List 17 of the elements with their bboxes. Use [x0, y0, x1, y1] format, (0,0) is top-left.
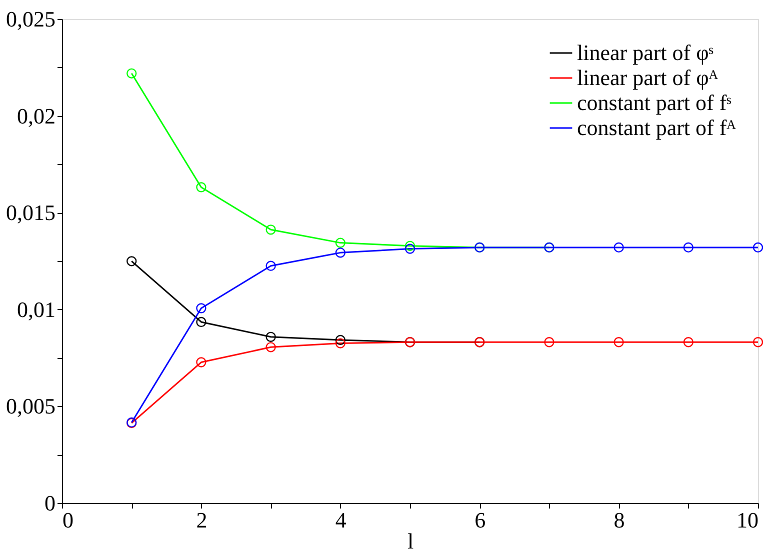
x-tick-label: 0	[62, 508, 74, 532]
x-axis-title: l	[407, 528, 414, 554]
x-tick-label: 4	[335, 508, 346, 532]
y-tick-label: 0,005	[6, 394, 56, 419]
x-tick-label: 6	[474, 508, 486, 532]
y-tick-label: 0	[44, 490, 56, 516]
legend-label: linear part of φᴬ	[577, 65, 719, 90]
y-tick-label: 0,02	[17, 103, 56, 128]
x-tick-label: 10	[736, 508, 758, 532]
x-tick-label: 2	[196, 508, 208, 532]
x-tick-label: 8	[614, 508, 625, 532]
legend-label: constant part of fˢ	[577, 90, 732, 115]
legend-label: constant part of fᴬ	[577, 115, 737, 140]
y-tick-label: 0,01	[17, 296, 56, 322]
legend-label: linear part of φˢ	[577, 40, 714, 65]
y-tick-label: 0,015	[6, 200, 56, 226]
y-tick-label: 0,025	[6, 6, 56, 32]
